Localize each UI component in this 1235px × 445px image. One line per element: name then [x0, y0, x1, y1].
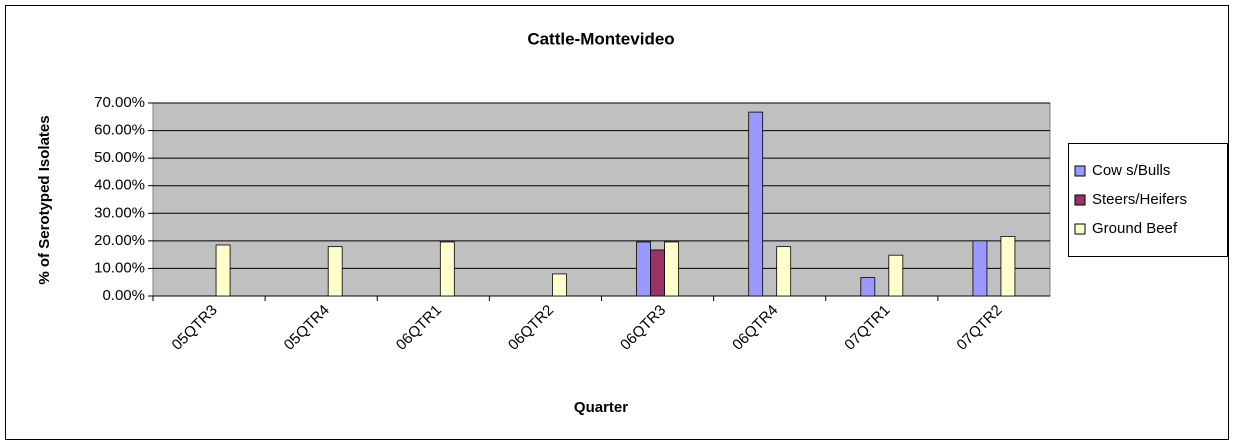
bar [327, 246, 343, 297]
legend-swatch [1074, 165, 1086, 177]
bar [636, 241, 651, 297]
bar [664, 241, 679, 297]
y-tick-label: 60.00% [94, 122, 145, 139]
bar [888, 254, 904, 297]
legend [1068, 143, 1228, 257]
y-tick-label: 50.00% [94, 149, 145, 166]
legend-label: Cow s/Bulls [1092, 162, 1170, 179]
y-tick-label: 70.00% [94, 94, 145, 111]
plot-area [152, 102, 1051, 297]
legend-label: Steers/Heifers [1092, 191, 1187, 208]
legend-label: Ground Beef [1092, 220, 1178, 237]
bar [1000, 236, 1016, 297]
x-axis-title: Quarter [574, 399, 628, 416]
bar [552, 273, 567, 297]
y-tick-label: 10.00% [94, 259, 145, 276]
bar [972, 240, 988, 297]
bar [215, 244, 231, 297]
bar [439, 241, 455, 297]
bar [860, 277, 876, 297]
bar [748, 111, 764, 297]
y-axis-title: % of Serotyped Isolates [36, 115, 53, 284]
y-tick-label: 40.00% [94, 177, 145, 194]
bar [776, 246, 792, 297]
y-tick-label: 20.00% [94, 232, 145, 249]
legend-swatch [1074, 223, 1086, 235]
bar [650, 249, 665, 297]
y-tick-label: 30.00% [94, 204, 145, 221]
legend-swatch [1074, 194, 1086, 206]
chart-title: Cattle-Montevideo [527, 29, 674, 48]
y-tick-label: 0.00% [102, 287, 145, 304]
